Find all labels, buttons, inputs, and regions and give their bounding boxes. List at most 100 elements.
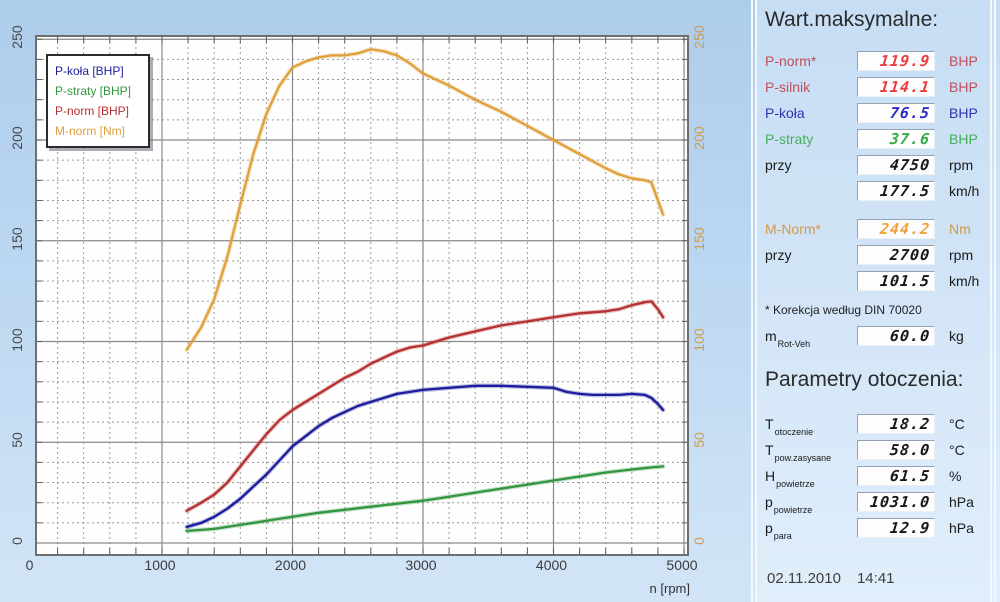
correction-note: * Korekcja według DIN 70020 [765, 303, 922, 317]
panel-row: P-silnik 114.1 BHP [765, 77, 993, 99]
row-label: mRot-Veh [765, 328, 811, 349]
unit-label: % [949, 468, 962, 484]
y-tick-label-right: 200 [691, 126, 707, 150]
value-box: 37.6 [857, 129, 935, 149]
x-tick-label: 1000 [144, 557, 176, 573]
y-tick-label-right: 50 [691, 432, 707, 449]
unit-label: Nm [949, 221, 971, 237]
max-values-title: Wart.maksymalne: [765, 8, 939, 31]
value-box: 119.9 [857, 51, 935, 71]
curve-m-norm [185, 48, 665, 351]
value-readout: 58.0 [888, 441, 931, 459]
value-readout: 101.5 [878, 272, 931, 290]
panel-row: przy 4750 rpm [765, 155, 993, 177]
panel-row: mRot-Veh 60.0 kg [765, 326, 993, 349]
y-tick-label-right: 0 [691, 537, 707, 545]
value-readout: 114.1 [878, 78, 931, 96]
value-readout: 4750 [888, 156, 931, 174]
unit-label: BHP [949, 131, 978, 147]
value-box: 114.1 [857, 77, 935, 97]
curve-p-norm [185, 300, 665, 512]
panel-row: P-straty 37.6 BHP [765, 129, 993, 151]
chart-area: P-koła [BHP] P-straty [BHP] P-norm [BHP] M-… [9, 25, 707, 596]
panel-row: przy 2700 rpm [765, 245, 993, 267]
unit-label: hPa [949, 494, 974, 510]
unit-label: °C [949, 416, 965, 432]
panel-row: 177.5 km/h [765, 181, 993, 203]
time-label: 14:41 [856, 570, 895, 587]
y-tick-label-right: 150 [691, 227, 707, 251]
row-label: Hpowietrze [765, 468, 815, 489]
curve-p-straty [185, 465, 665, 533]
x-tick-label: 2000 [274, 557, 307, 573]
environment-title: Parametry otoczenia: [765, 368, 964, 391]
unit-label: °C [949, 442, 965, 458]
value-readout: 18.2 [888, 415, 931, 433]
curve-p-kola [184, 383, 666, 530]
legend-item: P-straty [BHP] [55, 84, 132, 98]
value-box: 244.2 [857, 219, 935, 239]
date-label: 02.11.2010 [767, 570, 841, 587]
value-readout: 1031.0 [868, 493, 931, 511]
x-axis-title: n [rpm] [649, 581, 690, 596]
timestamp: 02.11.2010 14:41 [767, 570, 911, 587]
row-label: ppowietrze [765, 494, 813, 515]
row-label: Tpow.zasysane [765, 442, 832, 463]
row-label: przy [765, 157, 792, 173]
value-box: 4750 [857, 155, 935, 175]
unit-label: BHP [949, 79, 978, 95]
panel-row: P-norm* 119.9 BHP [765, 51, 993, 73]
panel-row: Tpow.zasysane 58.0 °C [765, 440, 993, 463]
y-tick-label-left: 150 [9, 227, 25, 251]
curve-m-norm [184, 47, 666, 352]
y-tick-label-left: 250 [9, 25, 25, 49]
value-readout: 2700 [888, 246, 931, 264]
value-box: 2700 [857, 245, 935, 265]
panel-row: 101.5 km/h [765, 271, 993, 293]
panel-row: ppowietrze 1031.0 hPa [765, 492, 993, 515]
value-box: 12.9 [857, 518, 935, 538]
row-label: P-silnik [765, 79, 811, 95]
value-box: 177.5 [857, 181, 935, 201]
panel-divider [751, 0, 757, 602]
unit-label: km/h [949, 273, 980, 289]
unit-label: rpm [949, 157, 974, 173]
value-readout: 177.5 [878, 182, 931, 200]
results-panel: Wart.maksymalne: P-norm* 119.9 BHP P-silnik… [755, 0, 1000, 602]
row-label: Totoczenie [765, 416, 814, 437]
dyno-chart [37, 37, 687, 554]
legend-item: M-norm [Nm] [55, 124, 125, 138]
value-readout: 60.0 [888, 327, 931, 345]
value-box: 60.0 [857, 326, 935, 346]
legend-item: P-koła [BHP] [55, 64, 124, 78]
unit-label: km/h [949, 183, 980, 199]
x-tick-label: 4000 [535, 557, 568, 573]
value-readout: 37.6 [888, 130, 931, 148]
x-tick-label: 3000 [405, 557, 437, 573]
x-tick-label: 5000 [666, 557, 698, 573]
unit-label: BHP [949, 53, 978, 69]
y-tick-label-left: 200 [9, 126, 25, 150]
right-edge-groove [990, 0, 996, 602]
curve-p-kola [185, 384, 665, 529]
y-tick-label-left: 50 [9, 432, 25, 449]
panel-row: Totoczenie 18.2 °C [765, 414, 993, 437]
row-label: M-Norm* [765, 221, 821, 237]
unit-label: kg [949, 328, 964, 344]
unit-label: BHP [949, 105, 978, 121]
value-readout: 12.9 [888, 519, 931, 537]
legend-item: P-norm [BHP] [55, 104, 130, 118]
y-tick-label-right: 250 [691, 25, 707, 49]
value-readout: 244.2 [878, 220, 931, 238]
row-label: ppara [765, 520, 792, 541]
row-label: P-straty [765, 131, 814, 147]
panel-row: M-Norm* 244.2 Nm [765, 219, 993, 241]
row-label: P-koła [765, 105, 805, 121]
value-box: 18.2 [857, 414, 935, 434]
value-readout: 61.5 [888, 467, 931, 485]
legend: P-koła [BHP] P-straty [BHP] P-norm [BHP] M-… [46, 54, 150, 148]
y-tick-label-right: 100 [691, 327, 707, 352]
x-tick-label: 0 [25, 557, 34, 573]
unit-label: rpm [949, 247, 974, 263]
value-box: 58.0 [857, 440, 935, 460]
